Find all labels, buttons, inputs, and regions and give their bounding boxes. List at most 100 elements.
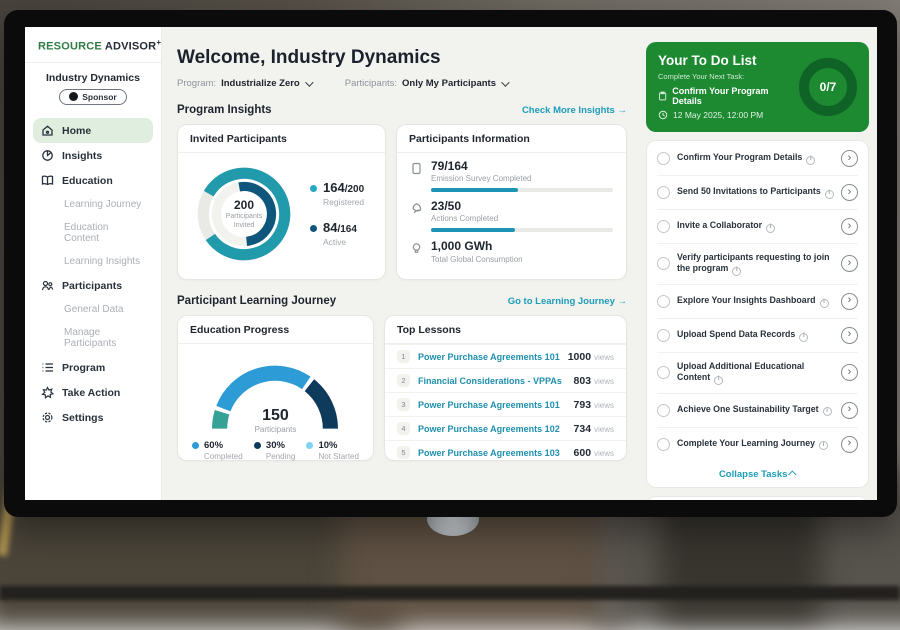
legend-registered: 164/200 Registered [310, 181, 364, 207]
task-checkbox[interactable] [657, 329, 670, 342]
sidebar-item-manage-participants[interactable]: Manage Participants [33, 321, 153, 355]
legend-not-started: 10% Not Started [306, 441, 358, 461]
task-row[interactable]: Verify participants requesting to join t… [657, 243, 858, 284]
info-icon[interactable]: i [806, 156, 815, 165]
lesson-row: 2 Financial Considerations - VPPAs 803 v… [385, 368, 626, 392]
app-logo: RESOURCE ADVISOR+ [25, 27, 161, 63]
invited-donut-chart: 200 Participants Invited [188, 158, 300, 270]
task-open-button[interactable]: › [841, 436, 858, 453]
lesson-row: 1 Power Purchase Agreements 101 1000 vie… [385, 344, 626, 368]
logo-resource: RESOURCE [38, 41, 102, 53]
org-name: Industry Dynamics [31, 72, 155, 84]
book-icon [41, 174, 54, 187]
sidebar-item-label: Program [62, 362, 105, 374]
lesson-link[interactable]: Power Purchase Agreements 102 [418, 424, 566, 434]
info-icon[interactable]: i [766, 224, 775, 233]
background-desk-edge [0, 586, 900, 600]
collapse-tasks-link[interactable]: Collapse Tasks [657, 461, 858, 487]
info-icon[interactable]: i [819, 441, 828, 450]
leaf-icon [410, 202, 423, 215]
task-open-button[interactable]: › [841, 184, 858, 201]
card-title: Invited Participants [178, 125, 385, 153]
progress-bar [431, 188, 613, 192]
legend-dot [310, 225, 317, 232]
task-open-button[interactable]: › [841, 327, 858, 344]
program-filter[interactable]: Program: Industrialize Zero [177, 78, 311, 89]
info-icon[interactable]: i [820, 299, 829, 308]
sidebar-item-label: Insights [62, 150, 102, 162]
lesson-link[interactable]: Financial Considerations - VPPAs [418, 376, 566, 386]
sponsor-badge[interactable]: Sponsor [59, 89, 126, 105]
check-more-insights-link[interactable]: Check More Insights → [522, 105, 627, 116]
gauge-legend: 60% Completed 30% Pending 10% Not Starte… [178, 434, 373, 461]
chevron-down-icon [305, 78, 313, 86]
task-checkbox[interactable] [657, 295, 670, 308]
logo-advisor: ADVISOR [105, 41, 157, 53]
sidebar-item-take-action[interactable]: Take Action [33, 380, 153, 405]
info-icon[interactable]: i [823, 407, 832, 416]
monitor-bezel: RESOURCE ADVISOR+ Industry Dynamics Spon… [4, 10, 897, 517]
sidebar-item-education-content[interactable]: Education Content [33, 216, 153, 250]
sidebar-item-education[interactable]: Education [33, 168, 153, 193]
filter-bar: Program: Industrialize Zero Participants… [177, 78, 627, 89]
donut-center-label: 200 Participants Invited [188, 158, 300, 270]
info-icon[interactable]: i [825, 190, 834, 199]
lesson-link[interactable]: Power Purchase Agreements 101 [418, 400, 566, 410]
task-open-button[interactable]: › [841, 255, 858, 272]
sidebar-item-insights[interactable]: Insights [33, 143, 153, 168]
sidebar-item-learning-journey[interactable]: Learning Journey [33, 193, 153, 216]
section-title: Program Insights [177, 104, 272, 116]
lesson-link[interactable]: Power Purchase Agreements 103 [418, 448, 566, 458]
task-checkbox[interactable] [657, 404, 670, 417]
task-checkbox[interactable] [657, 220, 670, 233]
sidebar-item-label: Settings [62, 412, 103, 424]
task-checkbox[interactable] [657, 438, 670, 451]
task-open-button[interactable]: › [841, 150, 858, 167]
todo-summary-card: Your To Do List Complete Your Next Task:… [646, 42, 869, 132]
org-block: Industry Dynamics Sponsor [25, 63, 161, 114]
task-open-button[interactable]: › [841, 293, 858, 310]
insights-cards-row: Invited Participants 200 Participants In… [177, 124, 627, 280]
sidebar-item-participants[interactable]: Participants [33, 273, 153, 298]
rank-badge: 5 [397, 446, 410, 459]
task-open-button[interactable]: › [841, 402, 858, 419]
task-checkbox[interactable] [657, 366, 670, 379]
participants-filter[interactable]: Participants: Only My Participants [345, 78, 507, 89]
sidebar-item-program[interactable]: Program [33, 355, 153, 380]
list-icon [41, 361, 54, 374]
invited-participants-body: 200 Participants Invited 164/200 Registe… [178, 153, 385, 270]
lesson-link[interactable]: Power Purchase Agreements 101 [418, 352, 560, 362]
task-checkbox[interactable] [657, 186, 670, 199]
legend-dot [310, 185, 317, 192]
chevron-up-icon [788, 470, 796, 478]
lesson-row: 5 Power Purchase Agreements 103 600 view… [385, 440, 626, 464]
info-icon[interactable]: i [732, 267, 741, 276]
sidebar-item-settings[interactable]: Settings [33, 405, 153, 430]
chevron-down-icon [501, 78, 509, 86]
info-icon[interactable]: i [714, 376, 723, 385]
sidebar-nav: Home Insights Education Learning Journey… [25, 113, 161, 435]
go-to-learning-journey-link[interactable]: Go to Learning Journey → [508, 296, 627, 307]
sidebar-item-home[interactable]: Home [33, 118, 153, 143]
task-open-button[interactable]: › [841, 364, 858, 381]
sidebar-item-general-data[interactable]: General Data [33, 298, 153, 321]
sidebar-item-label: Education Content [64, 222, 145, 244]
task-checkbox[interactable] [657, 257, 670, 270]
sidebar-item-learning-insights[interactable]: Learning Insights [33, 250, 153, 273]
info-icon[interactable]: i [799, 333, 808, 342]
task-open-button[interactable]: › [841, 218, 858, 235]
top-lessons-card: Top Lessons 1 Power Purchase Agreements … [384, 315, 627, 461]
insights-icon [41, 149, 54, 162]
task-checkbox[interactable] [657, 152, 670, 165]
rank-badge: 3 [397, 398, 410, 411]
program-filter-value: Industrialize Zero [221, 78, 300, 89]
stat-actions-completed: 23/50 Actions Completed [410, 200, 613, 232]
